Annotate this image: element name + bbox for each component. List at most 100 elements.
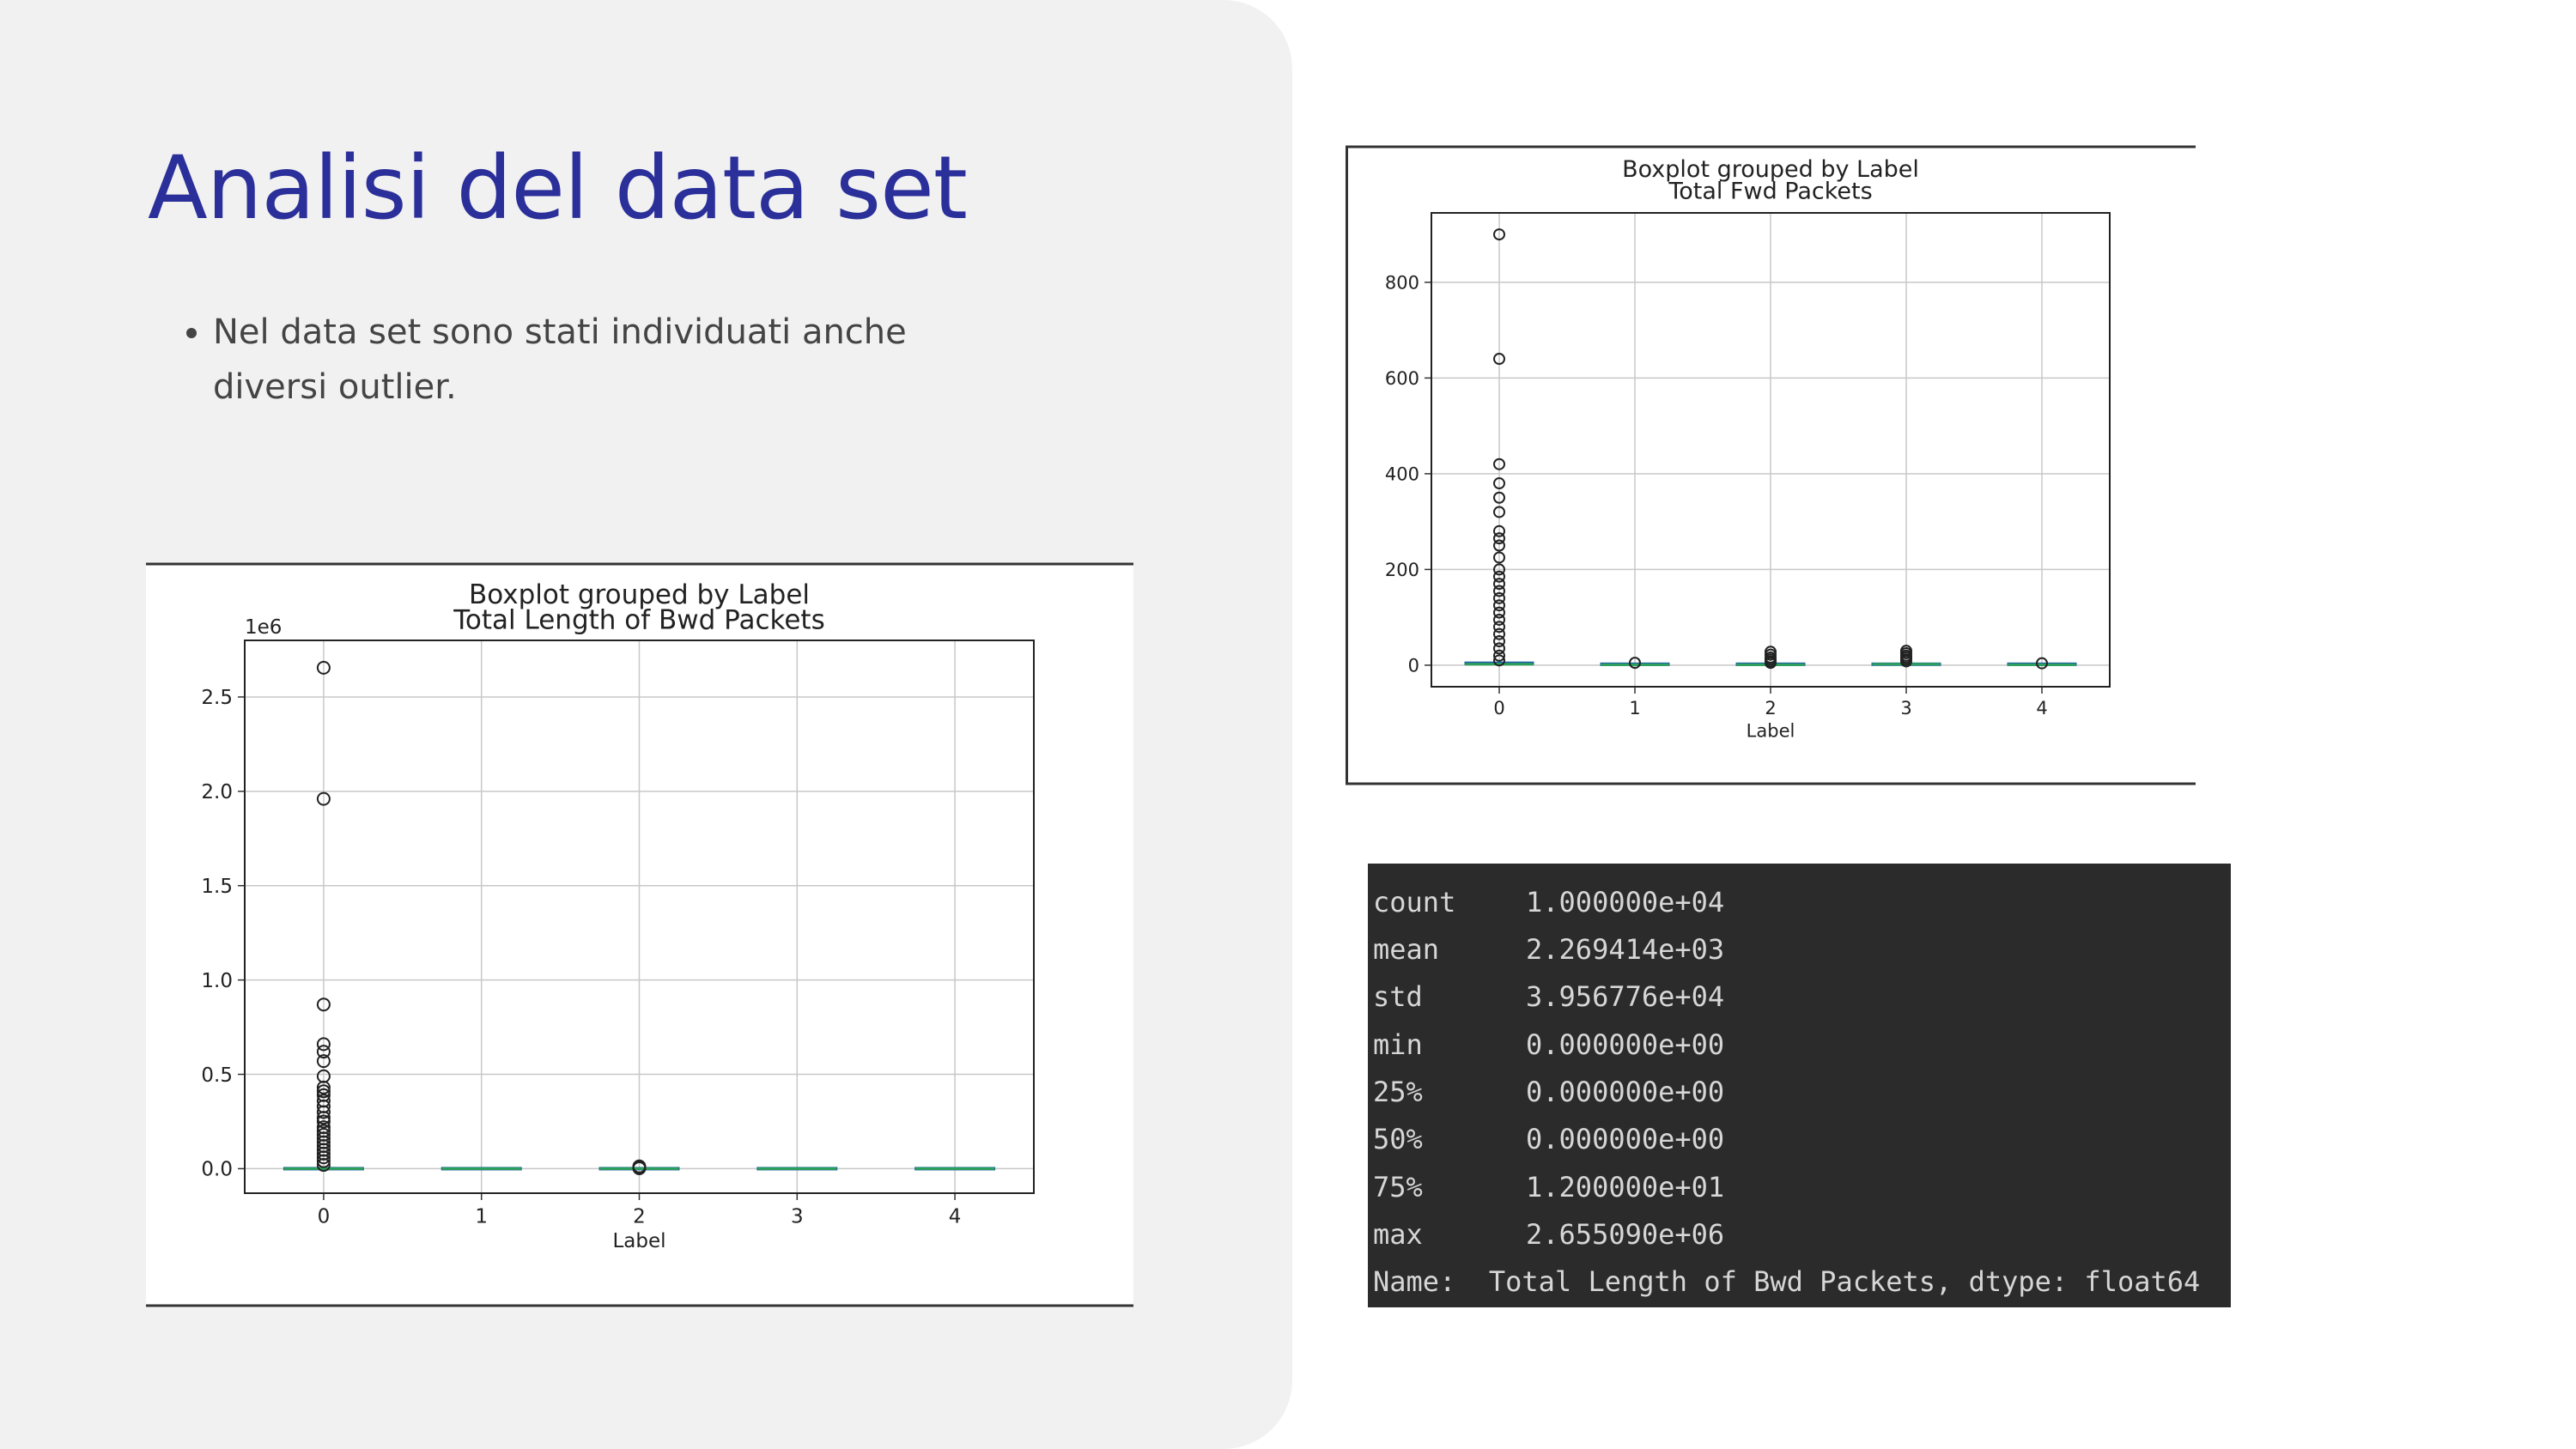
x-tick-label: 4 (949, 1205, 962, 1228)
outlier-point (1493, 621, 1505, 634)
y-tick-label: 2.0 (201, 781, 233, 803)
describe-value: 0.000000e+00 (1526, 1028, 1725, 1061)
chart-subtitle: Total Fwd Packets (1668, 179, 1872, 205)
outlier-point (316, 1114, 331, 1129)
y-tick-label: 600 (1385, 368, 1419, 389)
chart-subtitle: Total Length of Bwd Packets (453, 604, 825, 635)
describe-row: max 2.655090e+06 (1373, 1218, 1724, 1251)
outlier-point (316, 997, 331, 1012)
x-tick-label: 3 (791, 1205, 804, 1228)
outlier-point (316, 791, 331, 806)
y-tick-label: 0 (1408, 655, 1419, 676)
outlier-point (316, 660, 331, 675)
outlier-point (1493, 591, 1505, 604)
describe-key: min (1373, 1028, 1423, 1061)
slide-title: Analisi del data set (148, 137, 968, 239)
describe-row: 75% 1.200000e+01 (1373, 1171, 1724, 1203)
x-tick-label: 1 (1629, 698, 1640, 718)
x-axis-label: Label (1747, 720, 1795, 741)
y-tick-label: 1.0 (201, 970, 233, 992)
outlier-point (1493, 524, 1505, 537)
outlier-point (1493, 627, 1505, 640)
outlier-point (316, 1084, 331, 1099)
describe-key: mean (1373, 933, 1440, 966)
describe-row: 50% 0.000000e+00 (1373, 1123, 1724, 1155)
outlier-point (1493, 585, 1505, 597)
describe-value: 3.956776e+04 (1526, 980, 1725, 1013)
outlier-point (1493, 228, 1505, 241)
describe-output-panel: count 1.000000e+04 mean 2.269414e+03 std 3.… (1368, 864, 2231, 1307)
outlier-point (1493, 570, 1505, 583)
outlier-point (316, 1105, 331, 1119)
boxplot-bwd-length-frame: Boxplot grouped by Label Total Length of … (146, 562, 1133, 1307)
outlier-point (316, 1054, 331, 1069)
y-scale-label: 1e6 (245, 616, 282, 639)
plot-border (1431, 212, 2111, 688)
outlier-point (1493, 539, 1505, 552)
chart-title: Boxplot grouped by Label (469, 579, 810, 610)
describe-key: std (1373, 980, 1423, 1013)
outlier-point (1493, 458, 1505, 470)
y-tick-label: 1.5 (201, 876, 233, 898)
outlier-point (316, 1080, 331, 1094)
outlier-point (1493, 654, 1505, 667)
x-tick-label: 2 (633, 1205, 646, 1228)
outlier-point (1493, 649, 1505, 662)
outlier-point (1765, 657, 1777, 670)
describe-row: min 0.000000e+00 (1373, 1028, 1724, 1061)
outlier-point (632, 1161, 647, 1175)
outlier-point (1493, 506, 1505, 518)
outlier-point (1493, 606, 1505, 619)
y-tick-label: 2.5 (201, 687, 233, 709)
describe-footer-key: Name: (1373, 1265, 1456, 1298)
describe-key: 50% (1373, 1123, 1423, 1155)
describe-row: count 1.000000e+04 (1373, 886, 1724, 919)
y-tick-label: 400 (1385, 464, 1419, 484)
describe-row: 25% 0.000000e+00 (1373, 1076, 1724, 1108)
x-tick-label: 4 (2036, 698, 2047, 718)
outlier-point (1493, 635, 1505, 648)
outlier-point (1493, 563, 1505, 576)
plot-border (244, 640, 1035, 1194)
describe-key: 75% (1373, 1171, 1423, 1203)
describe-value: 0.000000e+00 (1526, 1076, 1725, 1108)
outlier-point (1493, 578, 1505, 591)
outlier-point (316, 1158, 331, 1173)
y-tick-label: 0.5 (201, 1064, 233, 1087)
describe-value: 2.269414e+03 (1526, 933, 1725, 966)
y-tick-label: 800 (1385, 272, 1419, 293)
describe-row: mean 2.269414e+03 (1373, 933, 1724, 966)
outlier-point (2036, 657, 2048, 670)
outlier-point (316, 1045, 331, 1059)
outlier-point (1493, 613, 1505, 626)
describe-key: 25% (1373, 1076, 1423, 1108)
boxplot-fwd-packets-frame: Boxplot grouped by Label Total Fwd Packet… (1346, 145, 2196, 785)
x-tick-label: 2 (1765, 698, 1776, 718)
y-tick-label: 0.0 (201, 1159, 233, 1181)
outlier-point (1493, 477, 1505, 490)
x-tick-label: 3 (1900, 698, 1911, 718)
outlier-point (1493, 532, 1505, 545)
outlier-point (1493, 491, 1505, 504)
chart-title: Boxplot grouped by Label (1622, 156, 1919, 183)
describe-key: count (1373, 886, 1456, 919)
outlier-point (316, 1154, 331, 1168)
y-tick-label: 200 (1385, 560, 1419, 580)
outlier-point (316, 1150, 331, 1165)
describe-value: 1.200000e+01 (1526, 1171, 1725, 1203)
describe-key: max (1373, 1218, 1423, 1251)
describe-value: 0.000000e+00 (1526, 1123, 1725, 1155)
describe-row: std 3.956776e+04 (1373, 980, 1724, 1013)
outlier-point (1493, 642, 1505, 655)
x-tick-label: 0 (318, 1205, 331, 1228)
outlier-point (1900, 655, 1912, 668)
bullet-list: Nel data set sono stati individuati anch… (179, 305, 986, 415)
x-tick-label: 0 (1493, 698, 1504, 718)
describe-value: 1.000000e+04 (1526, 886, 1725, 919)
outlier-point (316, 1111, 331, 1125)
outlier-point (1629, 657, 1641, 670)
describe-footer: Name: Total Length of Bwd Packets, dtype… (1373, 1265, 2200, 1298)
outlier-point (1493, 599, 1505, 612)
